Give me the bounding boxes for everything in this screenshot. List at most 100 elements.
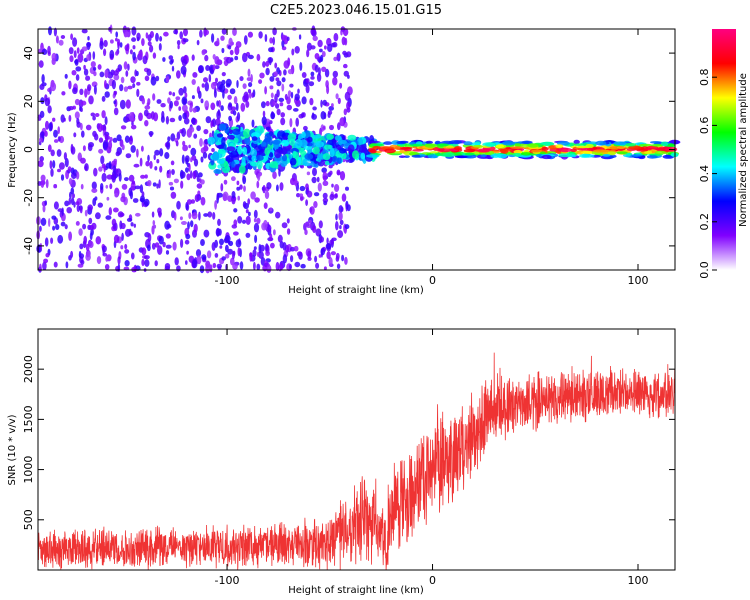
spectrogram-cell: [141, 247, 147, 256]
spectrogram-cell: [336, 156, 342, 164]
spectrogram-cell: [301, 96, 307, 105]
spectrogram-cell: [339, 82, 343, 89]
spectrogram-cell: [281, 77, 286, 83]
spectrogram-cell: [310, 71, 315, 77]
spectrogram-cell: [310, 45, 316, 50]
spectrogram-cell: [212, 64, 216, 71]
spectrogram-cell: [442, 152, 455, 158]
spectrogram-cell: [327, 112, 331, 118]
spectrogram-cell: [40, 97, 45, 105]
spectrogram-cell: [269, 76, 275, 82]
spectrogram-cell: [339, 117, 346, 127]
spectrogram-cell: [159, 148, 164, 157]
spectrogram-cell: [371, 143, 385, 147]
spectrogram-cell: [229, 88, 236, 95]
spectrogram-cell: [333, 56, 338, 62]
spectrogram-x-axis-label: Height of straight line (km): [288, 285, 424, 296]
colorbar-tick-label: 0.0: [698, 261, 711, 279]
spectrogram-cell: [221, 136, 226, 147]
spectrogram-cell: [541, 146, 549, 151]
spectrogram-cell: [115, 31, 118, 38]
spectrogram-cell: [129, 135, 133, 142]
spectrogram-cell: [61, 91, 66, 96]
spectrogram-cell: [159, 165, 163, 173]
spectrogram-cell: [188, 163, 191, 172]
spectrogram-cell: [139, 157, 143, 167]
spectrogram-cell: [55, 224, 60, 230]
spectrogram-cell: [580, 151, 593, 154]
spectrogram-cell: [311, 176, 317, 184]
spectrogram-cell: [250, 161, 259, 167]
spectrogram-cell: [484, 142, 496, 147]
spectrogram-cell: [79, 243, 84, 250]
spectrogram-cell: [174, 257, 179, 266]
spectrogram-cell: [169, 59, 174, 65]
spectrogram-cell: [219, 83, 226, 93]
spectrogram-cell: [269, 152, 274, 158]
spectrogram-cell: [322, 180, 329, 186]
spectrogram-cell: [327, 43, 333, 53]
spectrogram-cell: [181, 154, 185, 164]
spectrogram-cell: [149, 44, 154, 53]
spectrogram-cell: [346, 101, 351, 110]
spectrogram-cell: [183, 117, 190, 125]
x-tick-label: 100: [628, 574, 649, 587]
y-tick-label: -40: [22, 237, 35, 255]
spectrogram-cell: [141, 145, 144, 152]
spectrogram-cell: [53, 129, 58, 138]
spectrogram-cell: [85, 243, 90, 252]
spectrogram-cell: [248, 91, 252, 99]
spectrogram-cell: [64, 73, 68, 79]
spectrogram-cell: [182, 140, 186, 147]
spectrogram-cell: [512, 152, 523, 157]
spectrogram-cell: [330, 251, 336, 256]
spectrogram-cell: [68, 197, 72, 205]
spectrogram-cell: [80, 259, 85, 265]
spectrogram-cell: [140, 195, 145, 203]
spectrogram-cell: [253, 246, 257, 251]
spectrogram-cell: [70, 143, 74, 154]
spectrogram-cell: [52, 160, 56, 169]
spectrogram-cell: [54, 139, 59, 143]
spectrogram-cell: [93, 66, 97, 71]
spectrogram-cell: [200, 147, 207, 154]
spectrogram-cell: [220, 35, 225, 41]
snr-y-axis-label: SNR (10 * v/v): [7, 414, 18, 485]
spectrogram-cell: [446, 145, 454, 148]
spectrogram-cell: [290, 255, 294, 263]
spectrogram-cell: [70, 187, 75, 195]
spectrogram-cell: [92, 51, 96, 60]
spectrogram-cell: [323, 144, 332, 150]
spectrogram-cell: [134, 69, 138, 77]
spectrogram-cell: [52, 225, 56, 231]
colorbar-tick-label: 0.4: [698, 165, 711, 183]
spectrogram-cell: [176, 40, 181, 46]
spectrogram-cell: [147, 41, 152, 47]
spectrogram-cell: [182, 144, 189, 152]
spectrogram-cell: [173, 178, 179, 184]
spectrogram-cell: [338, 205, 343, 214]
spectrogram-cell: [82, 223, 87, 230]
spectrogram-cell: [198, 211, 201, 221]
spectrogram-cell: [120, 196, 126, 203]
spectrogram-cell: [236, 80, 239, 88]
spectrogram-cell: [204, 29, 209, 36]
spectrogram-cell: [242, 128, 251, 139]
spectrogram-cell: [264, 86, 267, 95]
spectrogram-cell: [83, 235, 87, 245]
spectrogram-cell: [188, 126, 195, 133]
colorbar-label: Normalized spectral amplitude: [738, 73, 749, 227]
spectrogram-cell: [219, 123, 226, 131]
spectrogram-cell: [205, 65, 211, 71]
spectrogram-cell: [74, 98, 80, 106]
spectrogram-cell: [334, 135, 342, 141]
spectrogram-cell: [104, 264, 110, 270]
spectrogram-cell: [204, 81, 209, 92]
spectrogram-cell: [184, 239, 190, 245]
spectrogram-cell: [154, 166, 158, 171]
spectrogram-cell: [196, 125, 201, 132]
spectrogram-cell: [266, 264, 272, 273]
spectrogram-cell: [37, 160, 44, 168]
spectrogram-cell: [156, 159, 160, 164]
spectrogram-cell: [111, 160, 117, 167]
